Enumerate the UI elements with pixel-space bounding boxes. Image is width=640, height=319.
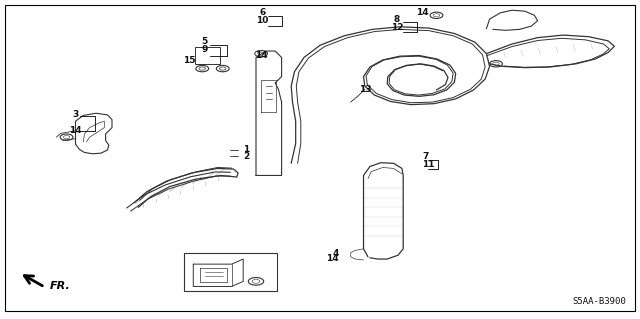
Bar <box>184 253 277 291</box>
Text: 15: 15 <box>182 56 195 65</box>
Text: 7: 7 <box>422 152 429 161</box>
Text: 13: 13 <box>358 85 371 94</box>
Text: 14: 14 <box>69 126 82 135</box>
Text: 3: 3 <box>72 110 79 119</box>
Text: 14: 14 <box>326 254 339 263</box>
Text: 14: 14 <box>416 8 429 17</box>
Text: 4: 4 <box>333 249 339 258</box>
Text: 10: 10 <box>256 16 269 25</box>
Text: 14: 14 <box>255 51 268 60</box>
Text: FR.: FR. <box>50 280 70 291</box>
Bar <box>195 47 220 64</box>
Text: 12: 12 <box>390 23 403 32</box>
Text: 1: 1 <box>243 145 250 154</box>
Text: 6: 6 <box>259 8 266 17</box>
Text: 11: 11 <box>422 160 435 169</box>
Text: 8: 8 <box>394 15 400 24</box>
Text: S5AA-B3900: S5AA-B3900 <box>572 297 626 306</box>
Text: 5: 5 <box>202 37 208 46</box>
Text: 9: 9 <box>202 45 208 54</box>
Text: 2: 2 <box>243 152 250 161</box>
